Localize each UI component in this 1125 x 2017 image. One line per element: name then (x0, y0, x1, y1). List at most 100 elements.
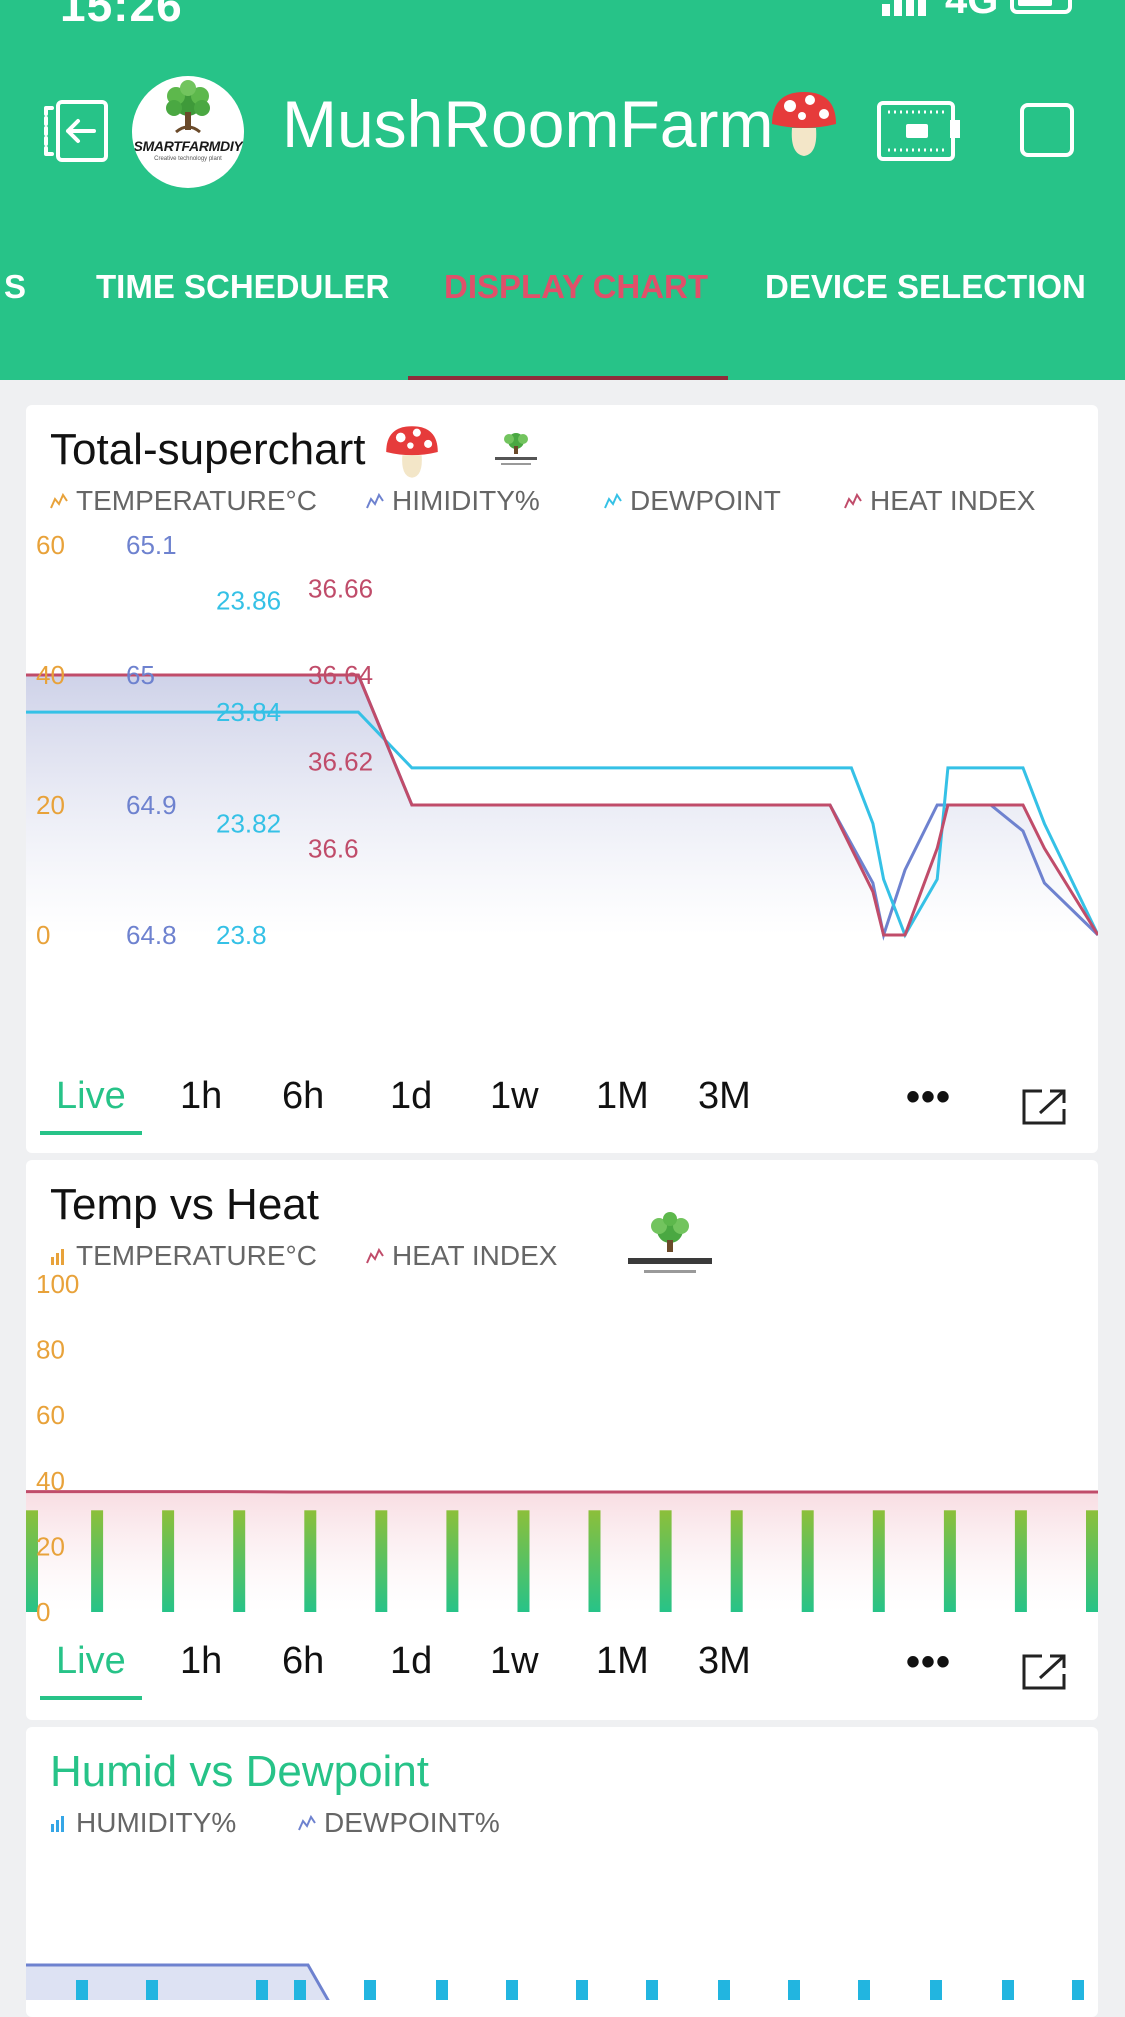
legend-label: DEWPOINT% (324, 1807, 500, 1838)
range-1h[interactable]: 1h (180, 1640, 222, 1683)
range-1d[interactable]: 1d (390, 1640, 432, 1683)
more-dots-icon[interactable]: ••• (906, 1640, 951, 1685)
legend-heat-index[interactable]: HEAT INDEX (844, 485, 1035, 517)
axis-tick-label: 100 (36, 1272, 79, 1299)
export-icon[interactable] (1020, 1652, 1068, 1692)
legend-temperature[interactable]: TEMPERATURE°C (50, 485, 317, 517)
range-6h[interactable]: 6h (282, 1075, 324, 1118)
bar (858, 1980, 870, 2000)
legend-label: HEAT INDEX (870, 485, 1035, 516)
signal-icon (880, 0, 932, 16)
range-active-indicator (40, 1131, 142, 1135)
bar (873, 1510, 885, 1612)
legend-label: HIMIDITY% (392, 485, 540, 516)
range-6h[interactable]: 6h (282, 1640, 324, 1683)
export-icon[interactable] (1020, 1087, 1068, 1127)
axis-tick-label: 23.8 (216, 920, 267, 950)
bar (294, 1980, 306, 2000)
range-1m[interactable]: 1M (596, 1640, 649, 1683)
legend-label: TEMPERATURE°C (76, 1240, 317, 1271)
chart-area-fill (26, 1492, 1098, 1612)
bar (718, 1980, 730, 2000)
tree-logo-icon (132, 76, 244, 146)
device-board-icon[interactable] (876, 100, 962, 162)
more-dots-icon[interactable]: ••• (906, 1075, 951, 1120)
app-header: 15:26 4G SMARTFARMDIY (0, 0, 1125, 380)
axis-tick-label: 0 (36, 1597, 50, 1624)
bar (1015, 1510, 1027, 1612)
bar (76, 1980, 88, 2000)
axis-tick-label: 36.62 (308, 747, 373, 777)
legend-heat-index[interactable]: HEAT INDEX (366, 1240, 557, 1272)
bar (446, 1510, 458, 1612)
bar (233, 1510, 245, 1612)
range-live[interactable]: Live (56, 1075, 126, 1118)
range-1w[interactable]: 1w (490, 1075, 539, 1118)
legend-dewpoint[interactable]: DEWPOINT% (298, 1807, 500, 1839)
axis-tick-label: 20 (36, 1531, 65, 1561)
range-live[interactable]: Live (56, 1640, 126, 1683)
axis-tick-label: 0 (36, 920, 50, 950)
bar (660, 1510, 672, 1612)
legend-dewpoint[interactable]: DEWPOINT (604, 485, 781, 517)
bar (576, 1980, 588, 2000)
humid-dewpoint-card: Humid vs Dewpoint HUMIDITY% DEWPOINT% (26, 1727, 1098, 2017)
square-button[interactable] (1020, 103, 1074, 157)
mushroom-icon (768, 88, 840, 160)
range-1d[interactable]: 1d (390, 1075, 432, 1118)
range-1m[interactable]: 1M (596, 1075, 649, 1118)
range-1w[interactable]: 1w (490, 1640, 539, 1683)
tab-time-scheduler[interactable]: TIME SCHEDULER (96, 268, 389, 306)
tab-display-chart[interactable]: DISPLAY CHART (444, 268, 708, 306)
axis-tick-label: 20 (36, 790, 65, 820)
range-1h[interactable]: 1h (180, 1075, 222, 1118)
active-tab-indicator (408, 376, 728, 380)
bar-series-icon (50, 1814, 68, 1832)
bar (802, 1510, 814, 1612)
bar (375, 1510, 387, 1612)
mushroom-icon (383, 423, 441, 481)
axis-tick-label: 23.84 (216, 697, 281, 727)
tab-device-selection[interactable]: DEVICE SELECTION (765, 268, 1086, 306)
farm-logo: SMARTFARMDIY Creative technology plant (132, 76, 244, 188)
battery-icon (1010, 0, 1072, 14)
chart-area-fill (26, 1965, 326, 2000)
legend-temperature[interactable]: TEMPERATURE°C (50, 1240, 317, 1272)
bar (944, 1510, 956, 1612)
legend-label: TEMPERATURE°C (76, 485, 317, 516)
tab-partial[interactable]: S (4, 268, 26, 306)
bar (1072, 1980, 1084, 2000)
legend-label: HEAT INDEX (392, 1240, 557, 1271)
bar (436, 1980, 448, 2000)
temp-heat-card: Temp vs Heat TEMPERATURE°C HEAT INDEX (26, 1160, 1098, 1720)
logo-subtext: Creative technology plant (132, 156, 244, 162)
card-title: Temp vs Heat (50, 1180, 319, 1230)
line-series-icon (604, 492, 622, 510)
line-series-icon (366, 1247, 384, 1265)
bar (646, 1980, 658, 2000)
status-time: 15:26 (60, 0, 183, 32)
logo-text: SMARTFARMDIY (132, 138, 244, 154)
bar (589, 1510, 601, 1612)
axis-tick-label: 65.1 (126, 530, 177, 560)
card-title: Humid vs Dewpoint (50, 1747, 429, 1797)
bar (146, 1980, 158, 2000)
humid-dewpoint-plot[interactable] (26, 1857, 1098, 2000)
bar-series-icon (50, 1247, 68, 1265)
bar (256, 1980, 268, 2000)
axis-tick-label: 65 (126, 660, 155, 690)
legend-humidity[interactable]: HIMIDITY% (366, 485, 540, 517)
range-3m[interactable]: 3M (698, 1075, 751, 1118)
axis-tick-label: 23.86 (216, 586, 281, 616)
bar (731, 1510, 743, 1612)
range-active-indicator (40, 1696, 142, 1700)
range-3m[interactable]: 3M (698, 1640, 751, 1683)
superchart-plot[interactable]: 604020065.16564.964.823.8623.8423.8223.8… (26, 525, 1098, 1045)
legend-humidity[interactable]: HUMIDITY% (50, 1807, 236, 1839)
exit-icon[interactable] (40, 98, 112, 164)
bar (304, 1510, 316, 1612)
superchart-card: Total-superchart TEMPERATURE°C HIMIDITY%… (26, 405, 1098, 1153)
network-type: 4G (945, 0, 998, 23)
